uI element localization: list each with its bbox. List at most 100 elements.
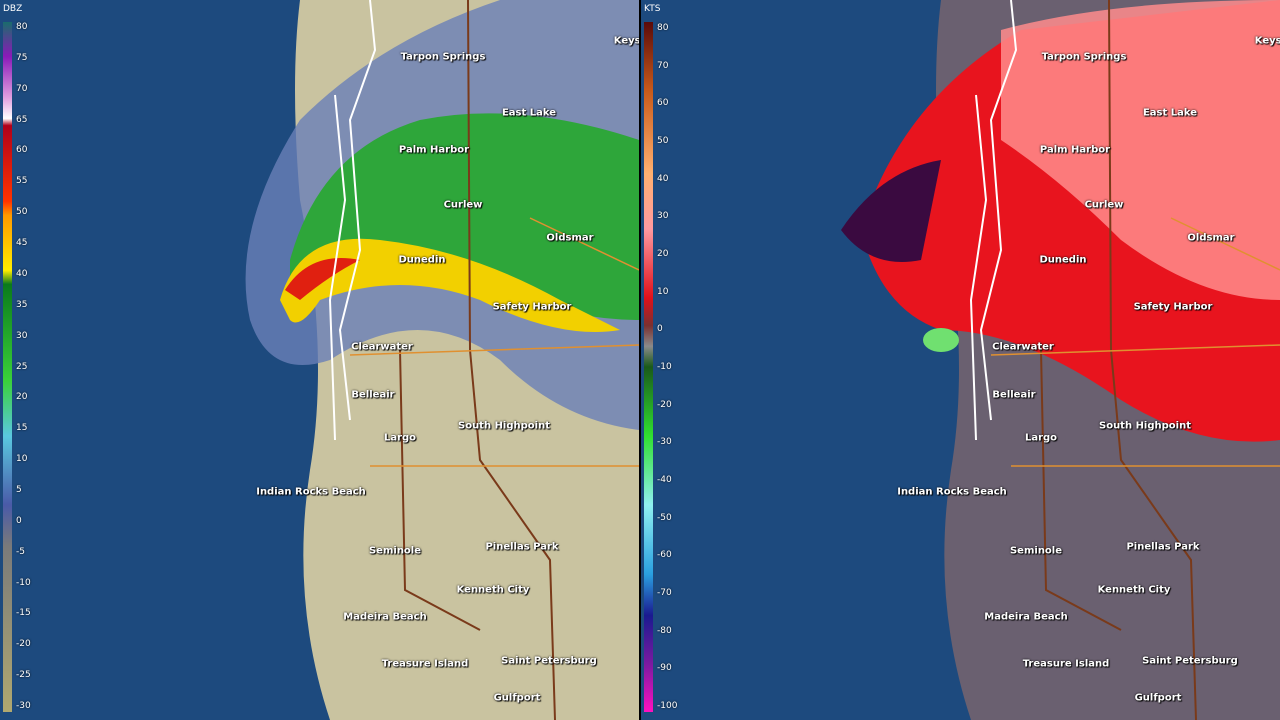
place-label: Palm Harbor	[1039, 144, 1111, 156]
velocity-map	[644, 0, 1280, 720]
highways	[990, 217, 1280, 467]
scale-label: 20	[657, 249, 669, 259]
scale-label: -70	[657, 588, 672, 598]
scale-label: -30	[16, 701, 31, 711]
scale-label: 70	[16, 83, 28, 94]
folded-velocity	[841, 160, 941, 262]
inbound-velocity	[923, 328, 959, 352]
scale-label: -60	[657, 550, 672, 561]
scale-label: -80	[657, 625, 672, 636]
scale-label: -5	[16, 546, 25, 557]
unit-label: DBZ	[3, 4, 23, 14]
place-label: Madeira Beach	[343, 611, 427, 623]
place-label: East Lake	[1142, 107, 1198, 119]
place-label: Indian Rocks Beach	[897, 486, 1007, 498]
place-label: Gulfport	[1134, 692, 1182, 704]
scale-label: -50	[657, 512, 672, 523]
place-label: Palm Harbor	[398, 144, 470, 156]
place-label: Indian Rocks Beach	[256, 486, 366, 498]
place-label: Seminole	[1009, 545, 1063, 557]
scale-label: 30	[657, 211, 669, 222]
scale-label: -25	[16, 670, 31, 681]
place-label: Safety Harbor	[1133, 301, 1213, 313]
place-label: Curlew	[443, 199, 483, 211]
scale-label: -15	[16, 608, 31, 619]
scale-label: 60	[16, 145, 28, 156]
scale-label: 0	[16, 515, 22, 526]
scale-label: 70	[657, 60, 669, 71]
highways	[349, 217, 639, 467]
scale-label: 60	[657, 98, 669, 109]
place-label: Pinellas Park	[485, 541, 559, 553]
color-bar	[3, 22, 12, 712]
scale-label: -90	[657, 663, 672, 674]
roads	[399, 0, 556, 720]
place-label: Saint Petersburg	[1142, 655, 1238, 667]
color-bar	[644, 22, 653, 712]
place-label: Gulfport	[493, 692, 541, 704]
place-label: Largo	[1024, 432, 1058, 444]
scale-label: 10	[16, 454, 28, 465]
scale-label: -20	[657, 399, 672, 410]
scale-label: 45	[16, 238, 28, 249]
place-label: South Highpoint	[457, 420, 551, 432]
reflectivity-panel: DBZ 80 75 70 65 60 55 50 45 40 35 30 25 20 15 10 5 0 -5 -10…	[0, 0, 639, 720]
moderate-echo	[290, 113, 639, 320]
place-label: Tarpon Springs	[1041, 51, 1127, 63]
scale-label: 50	[657, 136, 669, 146]
place-label: Largo	[383, 432, 417, 444]
scale-label: -10	[16, 577, 31, 588]
place-label: Kenneth City	[456, 584, 530, 596]
place-label: Treasure Island	[1022, 658, 1110, 670]
place-label: Curlew	[1084, 199, 1124, 211]
place-label: Oldsmar	[1187, 232, 1235, 244]
place-label: Keystone	[613, 35, 639, 47]
scale-label: 65	[16, 114, 28, 125]
unit-label: KTS	[644, 4, 661, 14]
place-label: Oldsmar	[546, 232, 594, 244]
roads	[1040, 0, 1197, 720]
strong-outbound	[1001, 0, 1280, 300]
scale-label: 0	[657, 324, 663, 335]
county-lines	[328, 0, 377, 441]
place-label: Belleair	[351, 389, 395, 401]
reflectivity-map	[3, 0, 639, 720]
scale-label: 25	[16, 361, 28, 372]
place-label: Belleair	[992, 389, 1036, 401]
scale-label: 15	[16, 423, 28, 434]
intense-echo	[285, 258, 360, 300]
place-label: Clearwater	[351, 341, 413, 353]
place-label: Clearwater	[992, 341, 1054, 353]
scale-label: 30	[16, 330, 28, 341]
scale-label: 20	[16, 392, 28, 403]
place-label: Safety Harbor	[492, 301, 572, 313]
place-label: Treasure Island	[381, 658, 469, 670]
place-label: Kenneth City	[1097, 584, 1171, 596]
scale-label: 80	[657, 23, 669, 33]
heavy-echo	[280, 238, 620, 332]
scale-label: 50	[16, 207, 28, 218]
scale-label: -30	[657, 437, 672, 448]
scale-label: 40	[657, 173, 669, 184]
place-label: Madeira Beach	[984, 611, 1068, 623]
place-label: Saint Petersburg	[501, 655, 597, 667]
scale-label: -10	[657, 362, 672, 372]
scale-label: 75	[16, 52, 28, 63]
scale-label: 5	[16, 484, 22, 495]
place-label: East Lake	[501, 107, 557, 119]
place-label: South Highpoint	[1098, 420, 1192, 432]
scale-label: -20	[16, 639, 31, 650]
scale-label: -40	[657, 475, 672, 485]
scale-label: 55	[16, 176, 28, 187]
county-lines	[969, 0, 1018, 441]
scale-label: 35	[16, 299, 28, 310]
velocity-panel: KTS 80 70 60 50 40 30 20 10 0 -10 -20 -30 -40 -50 -60 -7…	[641, 0, 1280, 720]
place-label: Seminole	[368, 545, 422, 557]
place-label: Dunedin	[1039, 254, 1087, 266]
place-label: Tarpon Springs	[400, 51, 486, 63]
scale-label: 80	[16, 22, 28, 32]
place-label: Pinellas Park	[1126, 541, 1200, 553]
place-label: Keystone	[1254, 35, 1280, 47]
place-label: Dunedin	[398, 254, 446, 266]
